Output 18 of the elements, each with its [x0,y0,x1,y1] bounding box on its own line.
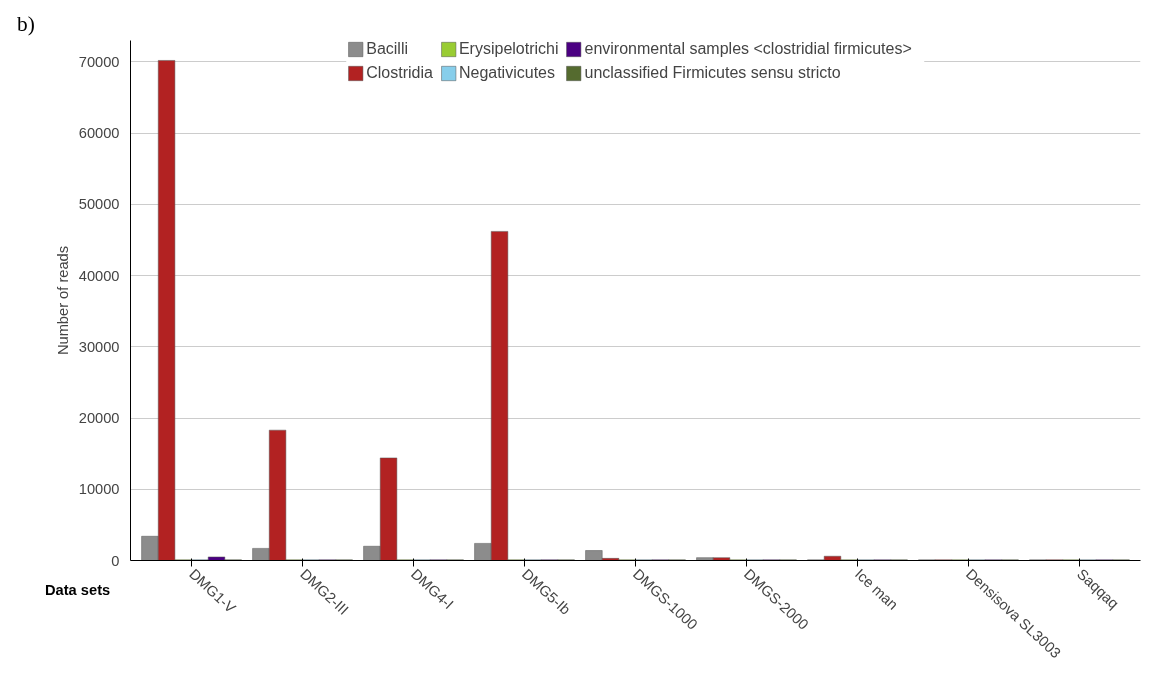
y-tick-label: 10000 [78,481,120,498]
x-tick-label: Ice man [852,565,902,613]
y-tick-label: 60000 [78,125,120,142]
y-tick-label: 20000 [78,410,120,427]
legend-label: Bacilli [366,40,409,58]
legend-label: Clostridia [366,64,433,82]
y-axis-title: Number of reads [54,245,71,356]
y-tick-label: 50000 [78,196,120,213]
y-tick-label: 30000 [78,338,120,355]
y-tick-label: 0 [111,552,120,569]
legend-label: environmental samples <clostridial firmicutes> [584,40,912,58]
y-tick-label: 70000 [78,53,120,70]
legend-label: Erysipelotrichi [458,40,559,58]
legend-label: Negativicutes [458,64,555,82]
text: b) [17,11,35,38]
y-tick-label: 40000 [78,267,120,284]
legend-label: unclassified Firmicutes sensu stricto [584,64,841,82]
x-axis-title: Data sets [45,581,111,600]
